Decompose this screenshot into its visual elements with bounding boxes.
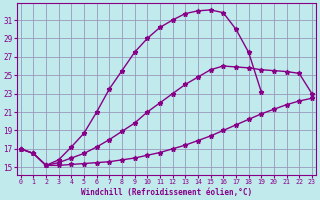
X-axis label: Windchill (Refroidissement éolien,°C): Windchill (Refroidissement éolien,°C)	[81, 188, 252, 197]
